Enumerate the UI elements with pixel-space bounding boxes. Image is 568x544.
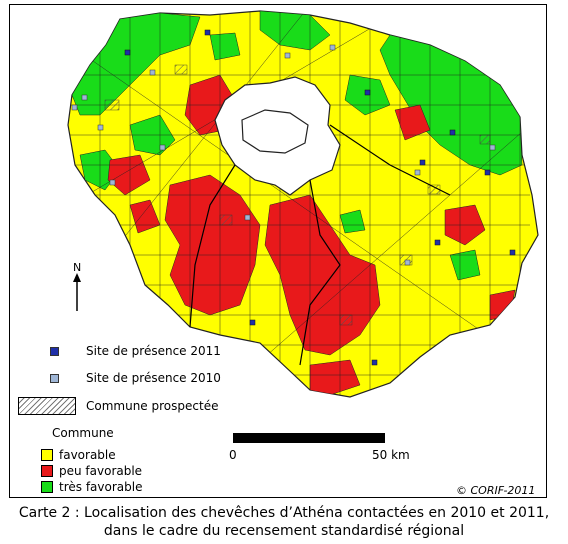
- legend-prospected-label: Commune prospectée: [86, 399, 219, 413]
- sites-2010: [71, 44, 496, 266]
- prospected-swatch: [18, 397, 76, 415]
- scale-bar: [233, 433, 385, 443]
- site-2010-swatch: [50, 374, 59, 383]
- legend-commune-title: Commune: [52, 426, 114, 440]
- sites-2011: [124, 29, 516, 366]
- legend-site-2011-label: Site de présence 2011: [86, 344, 221, 358]
- peu-favorable-swatch: [41, 465, 53, 477]
- scale-start-label: 0: [229, 448, 237, 462]
- tres-favorable-swatch: [41, 481, 53, 493]
- north-arrow-icon: [73, 273, 81, 311]
- region-map: [67, 10, 539, 398]
- credit-text: © CORIF-2011: [456, 484, 536, 497]
- north-arrow: N: [68, 261, 88, 313]
- caption-line-1: Carte 2 : Localisation des chevêches d’A…: [18, 505, 550, 521]
- favorable-label: favorable: [59, 448, 116, 462]
- favorable-swatch: [41, 449, 53, 461]
- scale-end-label: 50 km: [372, 448, 410, 462]
- legend-site-2010-label: Site de présence 2010: [86, 371, 221, 385]
- north-label: N: [73, 261, 82, 274]
- caption-line-2: dans le cadre du recensement standardisé…: [103, 523, 465, 539]
- tres-favorable-label: très favorable: [59, 480, 143, 494]
- department-borders: [189, 124, 451, 366]
- paris-city: [241, 109, 309, 154]
- site-2011-swatch: [50, 347, 59, 356]
- peu-favorable-label: peu favorable: [59, 464, 143, 478]
- map-frame: N Site de présence 2011 Site de présence…: [9, 4, 547, 498]
